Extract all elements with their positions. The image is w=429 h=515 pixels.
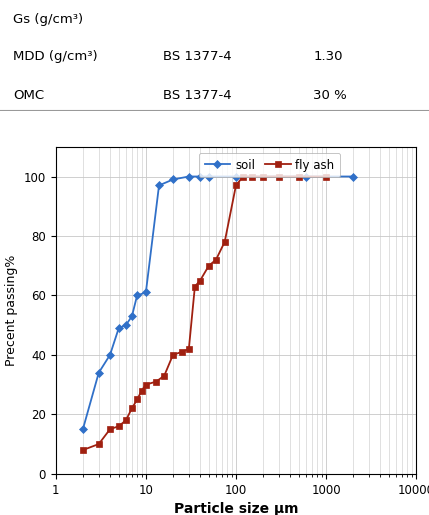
soil <box>123 322 128 328</box>
fly ash <box>170 352 175 358</box>
fly ash <box>213 256 218 263</box>
fly ash <box>186 346 191 352</box>
soil <box>80 426 85 432</box>
fly ash <box>154 379 159 385</box>
Text: Gs (g/cm³): Gs (g/cm³) <box>13 13 83 26</box>
fly ash <box>260 174 266 180</box>
Text: MDD (g/cm³): MDD (g/cm³) <box>13 50 97 63</box>
soil <box>206 174 211 180</box>
Text: BS 1377-4: BS 1377-4 <box>163 89 232 101</box>
fly ash <box>249 174 254 180</box>
Text: 1.30: 1.30 <box>313 50 343 63</box>
fly ash <box>123 417 128 423</box>
fly ash <box>296 174 302 180</box>
soil <box>135 293 140 299</box>
soil <box>233 174 239 180</box>
fly ash <box>143 382 148 388</box>
fly ash <box>222 239 227 245</box>
Legend: soil, fly ash: soil, fly ash <box>199 152 340 178</box>
fly ash <box>116 423 121 430</box>
fly ash <box>179 349 184 355</box>
soil <box>107 352 112 358</box>
soil <box>186 174 191 180</box>
soil <box>157 182 162 188</box>
fly ash <box>233 182 239 188</box>
X-axis label: Particle size μm: Particle size μm <box>174 502 298 515</box>
Text: 30 %: 30 % <box>313 89 347 101</box>
fly ash <box>192 283 197 289</box>
soil <box>350 174 356 180</box>
soil <box>129 313 134 319</box>
fly ash <box>107 426 112 432</box>
fly ash <box>241 174 246 180</box>
fly ash <box>323 174 329 180</box>
fly ash <box>197 278 202 284</box>
Text: BS 1377-4: BS 1377-4 <box>163 50 232 63</box>
fly ash <box>162 373 167 379</box>
fly ash <box>135 397 140 403</box>
soil <box>116 325 121 331</box>
Y-axis label: Precent passing%: Precent passing% <box>5 254 18 366</box>
soil <box>96 370 101 376</box>
soil <box>303 174 308 180</box>
fly ash <box>206 263 211 269</box>
Line: soil: soil <box>80 174 356 432</box>
fly ash <box>139 387 144 393</box>
Text: OMC: OMC <box>13 89 44 101</box>
fly ash <box>96 441 101 447</box>
soil <box>197 174 202 180</box>
Line: fly ash: fly ash <box>80 174 329 453</box>
soil <box>143 289 148 296</box>
fly ash <box>276 174 281 180</box>
fly ash <box>80 447 85 453</box>
soil <box>170 176 175 183</box>
fly ash <box>129 405 134 411</box>
